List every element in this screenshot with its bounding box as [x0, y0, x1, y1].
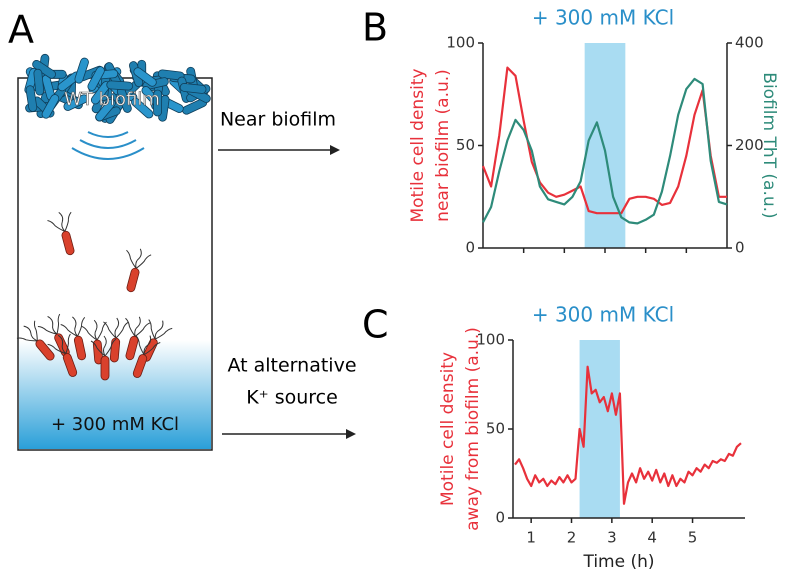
arrow-label: K⁺ source: [246, 387, 338, 409]
x-axis-label: Time (h): [582, 552, 654, 572]
rod: [153, 89, 163, 117]
y-axis-label: Motile cell density: [438, 352, 458, 506]
arrow-head: [330, 145, 340, 155]
rod: [25, 85, 38, 112]
series-line: [481, 66, 727, 215]
cell-body: [109, 337, 121, 363]
schematic: A WT biofilm + 300 mM KCl Near biofilm A…: [8, 8, 357, 451]
cell-body: [61, 230, 75, 256]
cell: [60, 316, 87, 361]
cell-body: [125, 335, 139, 361]
cell: [132, 335, 161, 378]
rod: [74, 57, 89, 84]
arrow-head: [346, 429, 356, 439]
flagella: [60, 316, 86, 337]
chart-title: + 300 mM KCl: [532, 6, 674, 30]
series-line: [482, 77, 728, 225]
signal-waves: [71, 131, 145, 160]
flagella: [37, 313, 61, 335]
rod: [87, 66, 105, 91]
y-axis-label: Motile cell density: [408, 68, 428, 222]
cell-body: [73, 335, 87, 361]
cell: [90, 335, 117, 381]
cell: [47, 333, 78, 377]
medium-label: + 300 mM KCl: [51, 414, 179, 435]
cell-body: [126, 267, 140, 293]
flagella: [81, 319, 107, 341]
rod: [133, 67, 157, 87]
arrow-label: Near biofilm: [220, 109, 336, 131]
y-tick-label: 100: [446, 34, 475, 52]
flagella: [47, 211, 72, 232]
arrow-label: At alternative: [227, 355, 356, 377]
x-tick-label: 2: [567, 529, 577, 547]
flagella: [16, 320, 38, 342]
flagella: [47, 333, 71, 355]
y2-tick-label: 400: [735, 34, 764, 52]
x-tick-label: 1: [526, 529, 536, 547]
cell: [125, 316, 151, 361]
rod: [33, 68, 45, 96]
y-tick-label: 100: [476, 331, 505, 349]
rod: [41, 94, 60, 119]
flagella: [135, 335, 161, 356]
cell-body: [35, 339, 55, 361]
rod: [63, 94, 89, 111]
cell: [126, 248, 152, 293]
rod: [95, 98, 116, 122]
cell: [103, 317, 129, 363]
rod: [179, 82, 207, 94]
panel-label: A: [8, 8, 34, 52]
chart-title: + 300 mM KCl: [532, 303, 674, 327]
y-tick-label: 50: [486, 420, 505, 438]
x-tick-label: 3: [607, 529, 617, 547]
panel-label: B: [362, 6, 388, 50]
shaded-span: [584, 43, 626, 248]
shaded-span: [579, 340, 620, 518]
x-tick-label: 5: [688, 529, 698, 547]
y2-tick-label: 0: [735, 239, 745, 257]
flagella: [148, 319, 173, 340]
biofilm-rods: [24, 53, 211, 124]
y2-tick-label: 200: [735, 136, 764, 154]
rod: [106, 80, 134, 91]
cell-body: [62, 353, 78, 377]
y-axis-label: near biofilm (a.u.): [433, 69, 453, 222]
y2-axis-label: Biofilm ThT (a.u.): [759, 72, 779, 218]
rod: [131, 97, 154, 119]
x-tick-label: 4: [647, 529, 657, 547]
panel-label: C: [362, 303, 389, 347]
series-line: [514, 365, 742, 505]
flagella: [125, 316, 151, 337]
flagella: [103, 317, 129, 339]
cell: [47, 211, 75, 256]
cell: [16, 320, 55, 361]
y-tick-label: 0: [465, 239, 475, 257]
y-axis-label: away from biofilm (a.u.): [463, 327, 483, 531]
motile-cells: [16, 211, 173, 381]
flagella: [126, 248, 152, 269]
cell-body: [132, 354, 148, 378]
flagella: [90, 335, 117, 357]
cell-body: [100, 355, 110, 381]
y-tick-label: 50: [456, 136, 475, 154]
y-tick-label: 0: [495, 509, 505, 527]
biofilm-label: WT biofilm: [64, 89, 160, 110]
